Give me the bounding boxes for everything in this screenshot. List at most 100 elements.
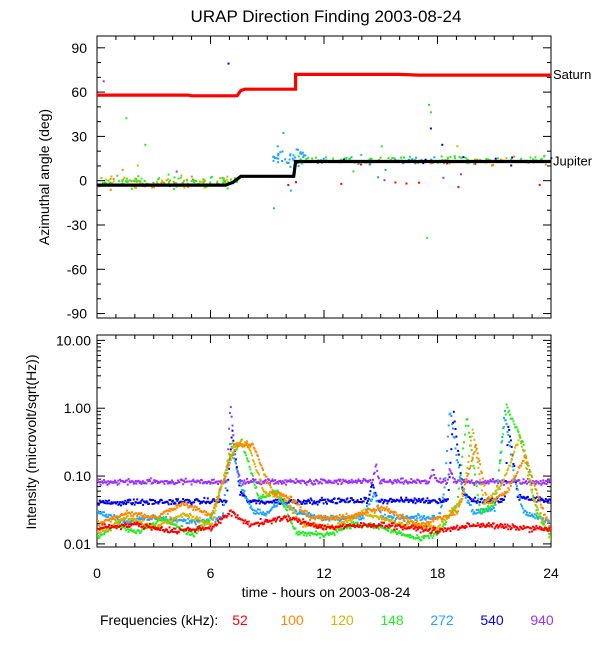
intensity-point-940 bbox=[191, 479, 194, 482]
intensity-point-148 bbox=[377, 526, 380, 529]
intensity-point-940 bbox=[374, 465, 377, 468]
intensity-point-100 bbox=[422, 521, 425, 524]
intensity-point-120 bbox=[160, 524, 162, 526]
intensity-point-272 bbox=[524, 510, 527, 512]
intensity-point-272 bbox=[520, 505, 523, 508]
intensity-point-272 bbox=[165, 515, 168, 518]
intensity-point-100 bbox=[174, 508, 177, 511]
scatter-point-100 bbox=[473, 162, 476, 165]
intensity-point-120 bbox=[214, 509, 217, 512]
scatter-point-148 bbox=[109, 181, 112, 184]
angle-plot-frame bbox=[96, 35, 552, 319]
scatter-point-52 bbox=[295, 181, 297, 184]
intensity-point-940 bbox=[341, 481, 344, 484]
intensity-point-148 bbox=[132, 529, 135, 532]
intensity-point-100 bbox=[204, 513, 207, 516]
intensity-point-52 bbox=[448, 527, 451, 530]
intensity-point-100 bbox=[337, 517, 340, 520]
intensity-point-272 bbox=[528, 511, 531, 514]
intensity-point-120 bbox=[135, 518, 138, 521]
intensity-point-540 bbox=[411, 499, 414, 502]
intensity-point-148 bbox=[520, 441, 523, 444]
intensity-point-148 bbox=[187, 531, 190, 534]
intensity-point-100 bbox=[546, 518, 549, 521]
intensity-point-100 bbox=[345, 512, 348, 515]
intensity-point-52 bbox=[278, 515, 281, 518]
intensity-point-940 bbox=[232, 434, 235, 437]
intensity-point-52 bbox=[486, 523, 488, 526]
intensity-point-52 bbox=[388, 523, 391, 526]
scatter-point-100 bbox=[165, 179, 168, 182]
intensity-point-148 bbox=[326, 532, 329, 535]
intensity-point-272 bbox=[501, 436, 504, 439]
intensity-point-52 bbox=[478, 524, 481, 527]
scatter-point-148 bbox=[193, 181, 196, 184]
intensity-point-540 bbox=[177, 498, 179, 501]
intensity-point-940 bbox=[433, 474, 436, 476]
intensity-point-148 bbox=[463, 433, 466, 436]
intensity-point-940 bbox=[524, 481, 527, 484]
intensity-point-540 bbox=[331, 499, 334, 502]
intensity-point-540 bbox=[318, 501, 321, 504]
intensity-point-100 bbox=[439, 516, 442, 519]
intensity-point-100 bbox=[526, 461, 529, 464]
intensity-point-272 bbox=[453, 436, 456, 439]
intensity-point-52 bbox=[446, 528, 448, 531]
intensity-series-940 bbox=[97, 406, 551, 486]
intensity-point-940 bbox=[230, 415, 233, 418]
intensity-point-100 bbox=[464, 481, 467, 484]
intensity-point-100 bbox=[359, 512, 362, 514]
intensity-point-52 bbox=[207, 526, 210, 529]
intensity-point-940 bbox=[542, 479, 545, 482]
intensity-point-148 bbox=[372, 527, 375, 530]
scatter-point-148 bbox=[167, 173, 170, 176]
intensity-point-100 bbox=[520, 462, 523, 465]
intensity-point-540 bbox=[350, 497, 353, 500]
intensity-point-52 bbox=[200, 527, 203, 530]
intensity-point-100 bbox=[333, 515, 336, 518]
intensity-point-940 bbox=[366, 480, 368, 482]
intensity-point-100 bbox=[344, 518, 347, 521]
intensity-point-940 bbox=[405, 479, 408, 482]
intensity-point-100 bbox=[109, 520, 112, 523]
intensity-point-100 bbox=[268, 482, 271, 485]
intensity-point-52 bbox=[222, 514, 225, 517]
intensity-point-120 bbox=[246, 440, 248, 443]
intensity-point-540 bbox=[444, 498, 447, 501]
intensity-point-148 bbox=[236, 446, 239, 449]
intensity-point-940 bbox=[137, 480, 140, 483]
intensity-point-940 bbox=[438, 480, 441, 483]
intensity-point-148 bbox=[406, 535, 409, 538]
intensity-point-940 bbox=[150, 482, 153, 485]
intensity-point-52 bbox=[414, 525, 417, 528]
intensity-point-940 bbox=[396, 478, 399, 481]
intensity-point-940 bbox=[466, 481, 469, 484]
intensity-point-940 bbox=[272, 480, 275, 482]
intensity-point-148 bbox=[493, 503, 496, 506]
intensity-point-272 bbox=[468, 502, 471, 505]
intensity-point-940 bbox=[430, 474, 433, 477]
intensity-point-540 bbox=[287, 501, 290, 504]
intensity-point-540 bbox=[425, 499, 428, 502]
intensity-point-52 bbox=[371, 523, 374, 526]
intensity-point-100 bbox=[297, 503, 300, 506]
intensity-series-group bbox=[97, 403, 551, 542]
scatter-point-148 bbox=[125, 177, 128, 180]
intensity-point-52 bbox=[176, 532, 179, 535]
intensity-point-272 bbox=[235, 468, 238, 471]
intensity-point-272 bbox=[176, 520, 179, 523]
intensity-point-148 bbox=[513, 423, 516, 426]
scatter-point-100 bbox=[151, 186, 154, 189]
intensity-point-100 bbox=[226, 466, 229, 469]
intensity-point-940 bbox=[427, 481, 430, 484]
intensity-point-272 bbox=[537, 517, 540, 520]
intensity-point-52 bbox=[236, 514, 239, 517]
intensity-point-940 bbox=[146, 478, 149, 481]
intensity-point-940 bbox=[493, 481, 496, 484]
intensity-point-52 bbox=[535, 524, 538, 527]
intensity-point-940 bbox=[108, 482, 111, 485]
intensity-point-100 bbox=[409, 518, 412, 521]
intensity-point-272 bbox=[361, 514, 364, 517]
intensity-point-120 bbox=[516, 443, 519, 446]
intensity-point-272 bbox=[250, 505, 253, 508]
